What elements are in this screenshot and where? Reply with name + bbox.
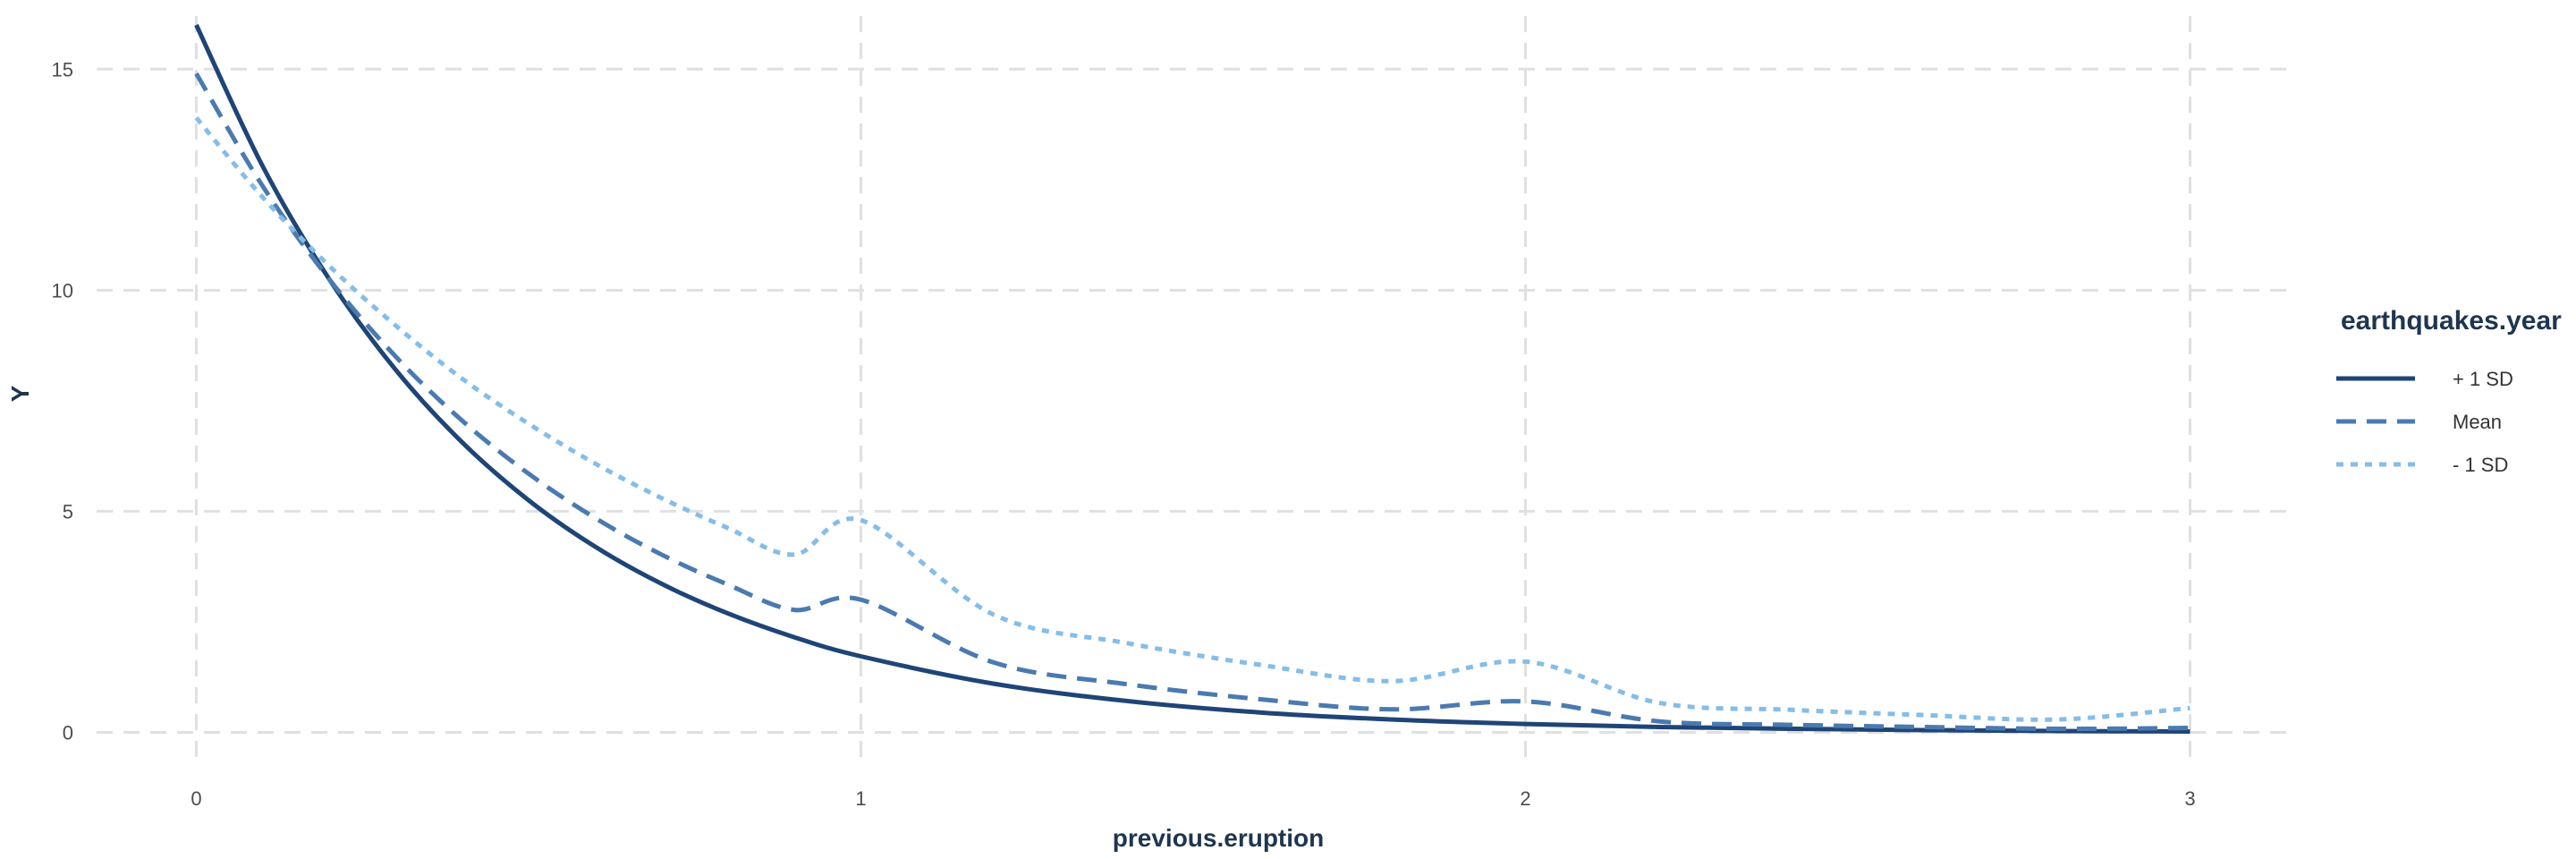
x-tick-label: 0 [191,787,201,810]
series-lines [194,23,2190,734]
x-tick-label: 3 [2184,787,2195,810]
y-tick-label: 0 [63,721,73,744]
x-axis-title: previous.eruption [1113,824,1324,852]
series-line-2 [194,116,2190,722]
series-line-0 [194,23,2190,734]
grid [97,16,2290,768]
x-tick-label: 2 [1520,787,1530,810]
legend-title: earthquakes.year [2341,306,2562,336]
x-axis-ticks: 0 1 2 3 [191,787,2195,810]
y-tick-label: 10 [52,279,73,302]
x-tick-label: 1 [855,787,866,810]
y-axis-ticks: 0 5 10 15 [52,58,73,744]
y-tick-label: 15 [52,58,73,81]
legend-label-2: - 1 SD [2453,454,2508,476]
legend-label-0: + 1 SD [2453,368,2513,390]
y-tick-label: 5 [63,500,73,523]
series-line-1 [194,72,2190,732]
legend-items: + 1 SD Mean - 1 SD [2336,368,2513,476]
legend: earthquakes.year + 1 SD Mean - 1 SD [2336,306,2562,476]
y-axis-title: Y [6,385,34,402]
legend-label-1: Mean [2453,411,2502,433]
